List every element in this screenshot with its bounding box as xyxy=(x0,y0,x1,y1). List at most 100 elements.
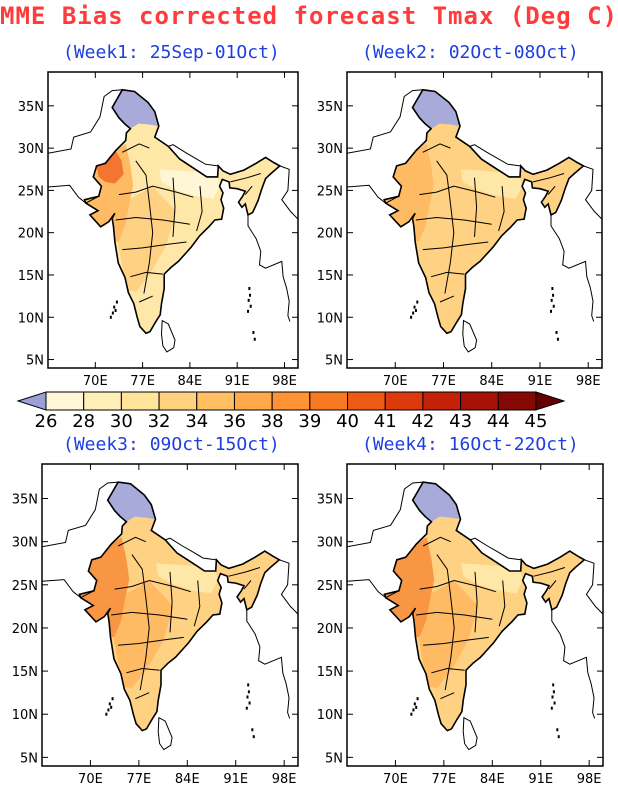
island xyxy=(413,702,416,706)
state-boundary xyxy=(228,567,261,577)
state-boundary xyxy=(118,636,184,646)
y-tick-label: 5N xyxy=(325,354,343,369)
island xyxy=(107,708,110,712)
y-tick-label: 30N xyxy=(18,142,44,157)
temperature-region xyxy=(115,186,177,292)
temperature-region xyxy=(396,544,425,578)
y-tick-label: 25N xyxy=(317,579,343,594)
island xyxy=(111,311,114,315)
y-tick-label: 20N xyxy=(317,227,343,242)
island xyxy=(247,309,249,313)
cold-region xyxy=(412,89,460,129)
state-boundary xyxy=(111,611,188,620)
y-tick-label: 25N xyxy=(18,184,44,199)
state-boundary xyxy=(548,580,557,590)
state-boundary xyxy=(130,271,163,278)
map-frame xyxy=(47,71,299,369)
temperature-region xyxy=(156,563,218,594)
colorbar-level-label: 30 xyxy=(110,411,133,432)
island xyxy=(414,308,417,312)
island xyxy=(415,705,418,709)
island xyxy=(253,337,256,341)
state-boundary xyxy=(243,580,252,590)
island xyxy=(416,697,419,701)
island xyxy=(248,701,251,705)
country-border xyxy=(247,214,291,322)
y-tick-label: 30N xyxy=(12,536,38,551)
colorbar-swatch xyxy=(347,391,386,411)
state-boundary xyxy=(431,667,465,674)
colorbar-level-label: 28 xyxy=(72,411,95,432)
state-boundary xyxy=(533,567,566,577)
island xyxy=(556,728,559,732)
island xyxy=(550,298,553,302)
y-tick-label: 5N xyxy=(20,751,38,766)
y-tick-label: 20N xyxy=(12,622,38,637)
panel-title-week4: (Week4: 16Oct-22Oct) xyxy=(362,434,579,455)
colorbar-swatch xyxy=(83,391,122,411)
island xyxy=(413,305,416,309)
panel-title-week1: (Week1: 25Sep-01Oct) xyxy=(63,42,280,63)
state-boundary xyxy=(138,295,153,303)
country-border xyxy=(422,89,602,220)
y-tick-label: 30N xyxy=(317,142,343,157)
map-frame xyxy=(346,463,604,767)
y-tick-label: 20N xyxy=(317,622,343,637)
state-boundary xyxy=(193,580,201,627)
country-border xyxy=(347,89,423,154)
state-boundary xyxy=(135,692,150,700)
y-tick-label: 35N xyxy=(12,493,38,508)
state-boundary xyxy=(117,536,146,547)
state-boundary xyxy=(439,295,454,303)
island xyxy=(115,300,118,304)
colorbar-swatch xyxy=(45,391,85,411)
x-tick-label: 70E xyxy=(78,772,103,787)
country-border xyxy=(165,537,216,561)
state-boundary xyxy=(422,143,451,153)
island xyxy=(247,683,250,687)
x-tick-label: 84E xyxy=(480,772,505,787)
state-boundary xyxy=(547,185,556,195)
state-boundary xyxy=(423,636,489,646)
colorbar-level-label: 42 xyxy=(411,411,434,432)
island xyxy=(552,293,555,297)
island xyxy=(110,705,113,709)
colorbar-swatch xyxy=(271,391,311,411)
island xyxy=(105,712,108,716)
country-border xyxy=(550,214,595,322)
island xyxy=(555,330,558,334)
y-tick-label: 10N xyxy=(317,708,343,723)
x-tick-label: 91E xyxy=(528,772,553,787)
colorbar-swatch xyxy=(497,391,537,411)
colorbar-min-arrow xyxy=(16,391,47,411)
map-panel-week2: 70E 77E 84E 91E 98E 35N 30N 25N 20N 15N 10N 5N xyxy=(317,71,603,389)
island xyxy=(252,330,255,334)
colorbar-swatch xyxy=(120,391,160,411)
island xyxy=(557,735,560,739)
temperature-region xyxy=(159,169,220,199)
colorbar-level-label: 40 xyxy=(336,411,359,432)
country-border xyxy=(551,609,596,719)
island xyxy=(410,712,413,716)
colorbar-swatch xyxy=(196,391,235,411)
island xyxy=(552,690,555,694)
x-tick-label: 77E xyxy=(126,772,151,787)
y-tick-label: 30N xyxy=(317,536,343,551)
map-panel-week3: 70E 77E 84E 91E 98E 35N 30N 25N 20N 15N 10N 5N xyxy=(12,463,299,787)
colorbar-swatch xyxy=(309,391,349,411)
y-tick-label: 10N xyxy=(18,311,44,326)
state-boundary xyxy=(172,177,176,237)
x-tick-label: 98E xyxy=(272,374,297,389)
map-panel-week4: 70E 77E 84E 91E 98E 35N 30N 25N 20N 15N 10N 5N xyxy=(317,463,604,787)
y-tick-label: 15N xyxy=(18,269,44,284)
state-boundary xyxy=(532,173,565,183)
x-tick-label: 98E xyxy=(577,772,602,787)
x-tick-label: 91E xyxy=(223,772,248,787)
sri-lanka-outline xyxy=(462,716,478,751)
island xyxy=(551,695,554,699)
map-frame xyxy=(41,463,299,767)
island xyxy=(552,683,555,687)
x-tick-label: 77E xyxy=(431,772,456,787)
island xyxy=(247,298,250,302)
